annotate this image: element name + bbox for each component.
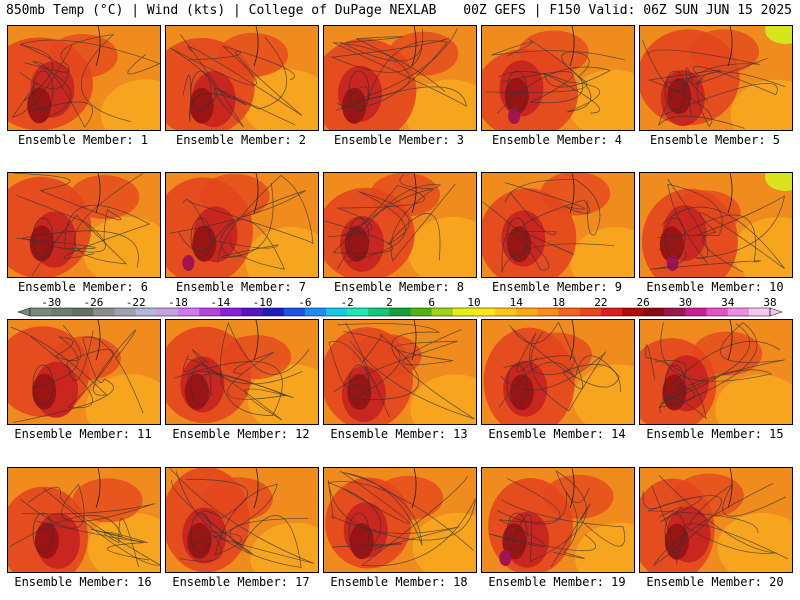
colorbar-swatch [262,308,285,316]
run-valid-time: 00Z GEFS | F150 Valid: 06Z SUN JUN 15 20… [463,3,792,18]
ensemble-member-label: Ensemble Member: 10 [646,280,784,294]
ensemble-member-label: Ensemble Member: 9 [491,280,623,294]
colorbar-tick-label: 14 [510,296,524,309]
map-title: 850mb Temp (°C) | Wind (kts) | College o… [6,3,437,18]
colorbar-swatch [304,308,327,316]
colorbar-swatch [199,308,221,316]
ensemble-member-label: Ensemble Member: 3 [333,133,465,147]
ensemble-member-map [481,467,635,573]
ensemble-member-label: Ensemble Member: 18 [330,575,468,589]
ensemble-member-label: Ensemble Member: 16 [14,575,152,589]
colorbar-tick-label: 38 [763,296,776,309]
ensemble-member-label: Ensemble Member: 14 [488,427,626,441]
ensemble-member-map [639,467,793,573]
colorbar-swatch [600,308,623,316]
colorbar-swatch [51,308,73,316]
ensemble-member-map [7,25,161,131]
ensemble-member-label: Ensemble Member: 17 [172,575,310,589]
colorbar-swatch [389,308,411,316]
colorbar-swatch [241,308,263,316]
ensemble-member-map [7,172,161,278]
colorbar-tick-label: 2 [386,296,393,309]
ensemble-member-label: Ensemble Member: 11 [14,427,152,441]
colorbar-swatch [431,308,454,316]
colorbar-swatch [579,308,602,316]
colorbar-swatch [220,308,242,316]
ensemble-member-map [165,25,319,131]
ensemble-member-label: Ensemble Member: 15 [646,427,784,441]
colorbar-tick-label: -26 [83,296,103,309]
colorbar-tick-label: 30 [679,296,692,309]
ensemble-member-label: Ensemble Member: 8 [333,280,465,294]
colorbar-swatch [114,308,137,316]
colorbar-swatch [347,308,369,316]
colorbar-swatch [664,308,686,316]
colorbar-swatch [748,308,771,316]
colorbar-swatch [135,308,158,316]
colorbar-swatch [452,308,475,316]
colorbar-swatch [727,308,750,316]
colorbar-swatch [495,308,517,316]
colorbar-right-arrow [769,307,783,317]
temperature-colorbar: -30 -26 -22 -18 -14 -10 -6 -2 2 6 10 14 18 22 26 30 34 38… [17,296,783,317]
ensemble-member-map [481,319,635,425]
colorbar-swatch [178,308,200,316]
ensemble-member-label: Ensemble Member: 19 [488,575,626,589]
colorbar-tick-label: -10 [253,296,273,309]
ensemble-member-map [481,172,635,278]
colorbar-tick-label: -18 [168,296,188,309]
colorbar-swatch [156,308,179,316]
colorbar-swatch [558,308,581,316]
colorbar-swatch [537,308,559,316]
colorbar-swatch [474,308,496,316]
colorbar-swatch [643,308,665,316]
ensemble-member-map [639,172,793,278]
ensemble-member-label: Ensemble Member: 6 [17,280,149,294]
ensemble-member-label: Ensemble Member: 4 [491,133,623,147]
colorbar-swatch [410,308,433,316]
colorbar-swatch [622,308,644,316]
ensemble-member-label: Ensemble Member: 2 [175,133,307,147]
colorbar-swatch [326,308,348,316]
ensemble-member-map [323,172,477,278]
colorbar-tick-label: 6 [428,296,435,309]
ensemble-member-map [7,467,161,573]
colorbar-tick-label: 34 [721,296,735,309]
ensemble-member-map [323,25,477,131]
ensemble-member-map [7,319,161,425]
ensemble-member-label: Ensemble Member: 12 [172,427,310,441]
ensemble-member-map [165,319,319,425]
colorbar-tick-label: -2 [341,296,354,309]
colorbar-swatch [283,308,306,316]
ensemble-member-map [639,25,793,131]
ensemble-member-map [481,25,635,131]
colorbar-swatch [516,308,538,316]
colorbar-tick-label: 18 [552,296,565,309]
ensemble-member-map [323,319,477,425]
ensemble-member-map [165,467,319,573]
ensemble-member-label: Ensemble Member: 20 [646,575,784,589]
ensemble-member-label: Ensemble Member: 13 [330,427,468,441]
colorbar-tick-label: 10 [467,296,480,309]
ensemble-member-map [639,319,793,425]
colorbar-swatch [368,308,390,316]
colorbar-swatch [685,308,707,316]
colorbar-swatch [93,308,115,316]
colorbar-tick-label: -14 [210,296,230,309]
colorbar-tick-label: -22 [126,296,146,309]
colorbar-left-arrow [17,307,31,317]
colorbar-swatch [706,308,729,316]
colorbar-tick-label: -30 [41,296,61,309]
ensemble-member-label: Ensemble Member: 7 [175,280,307,294]
ensemble-member-label: Ensemble Member: 1 [17,133,149,147]
colorbar-swatch [72,308,94,316]
colorbar-tick-label: 22 [594,296,607,309]
ensemble-member-label: Ensemble Member: 5 [649,133,781,147]
colorbar-swatch [30,308,52,316]
colorbar-tick-label: 26 [637,296,650,309]
ensemble-member-map [165,172,319,278]
ensemble-member-map [323,467,477,573]
colorbar-tick-label: -6 [298,296,311,309]
